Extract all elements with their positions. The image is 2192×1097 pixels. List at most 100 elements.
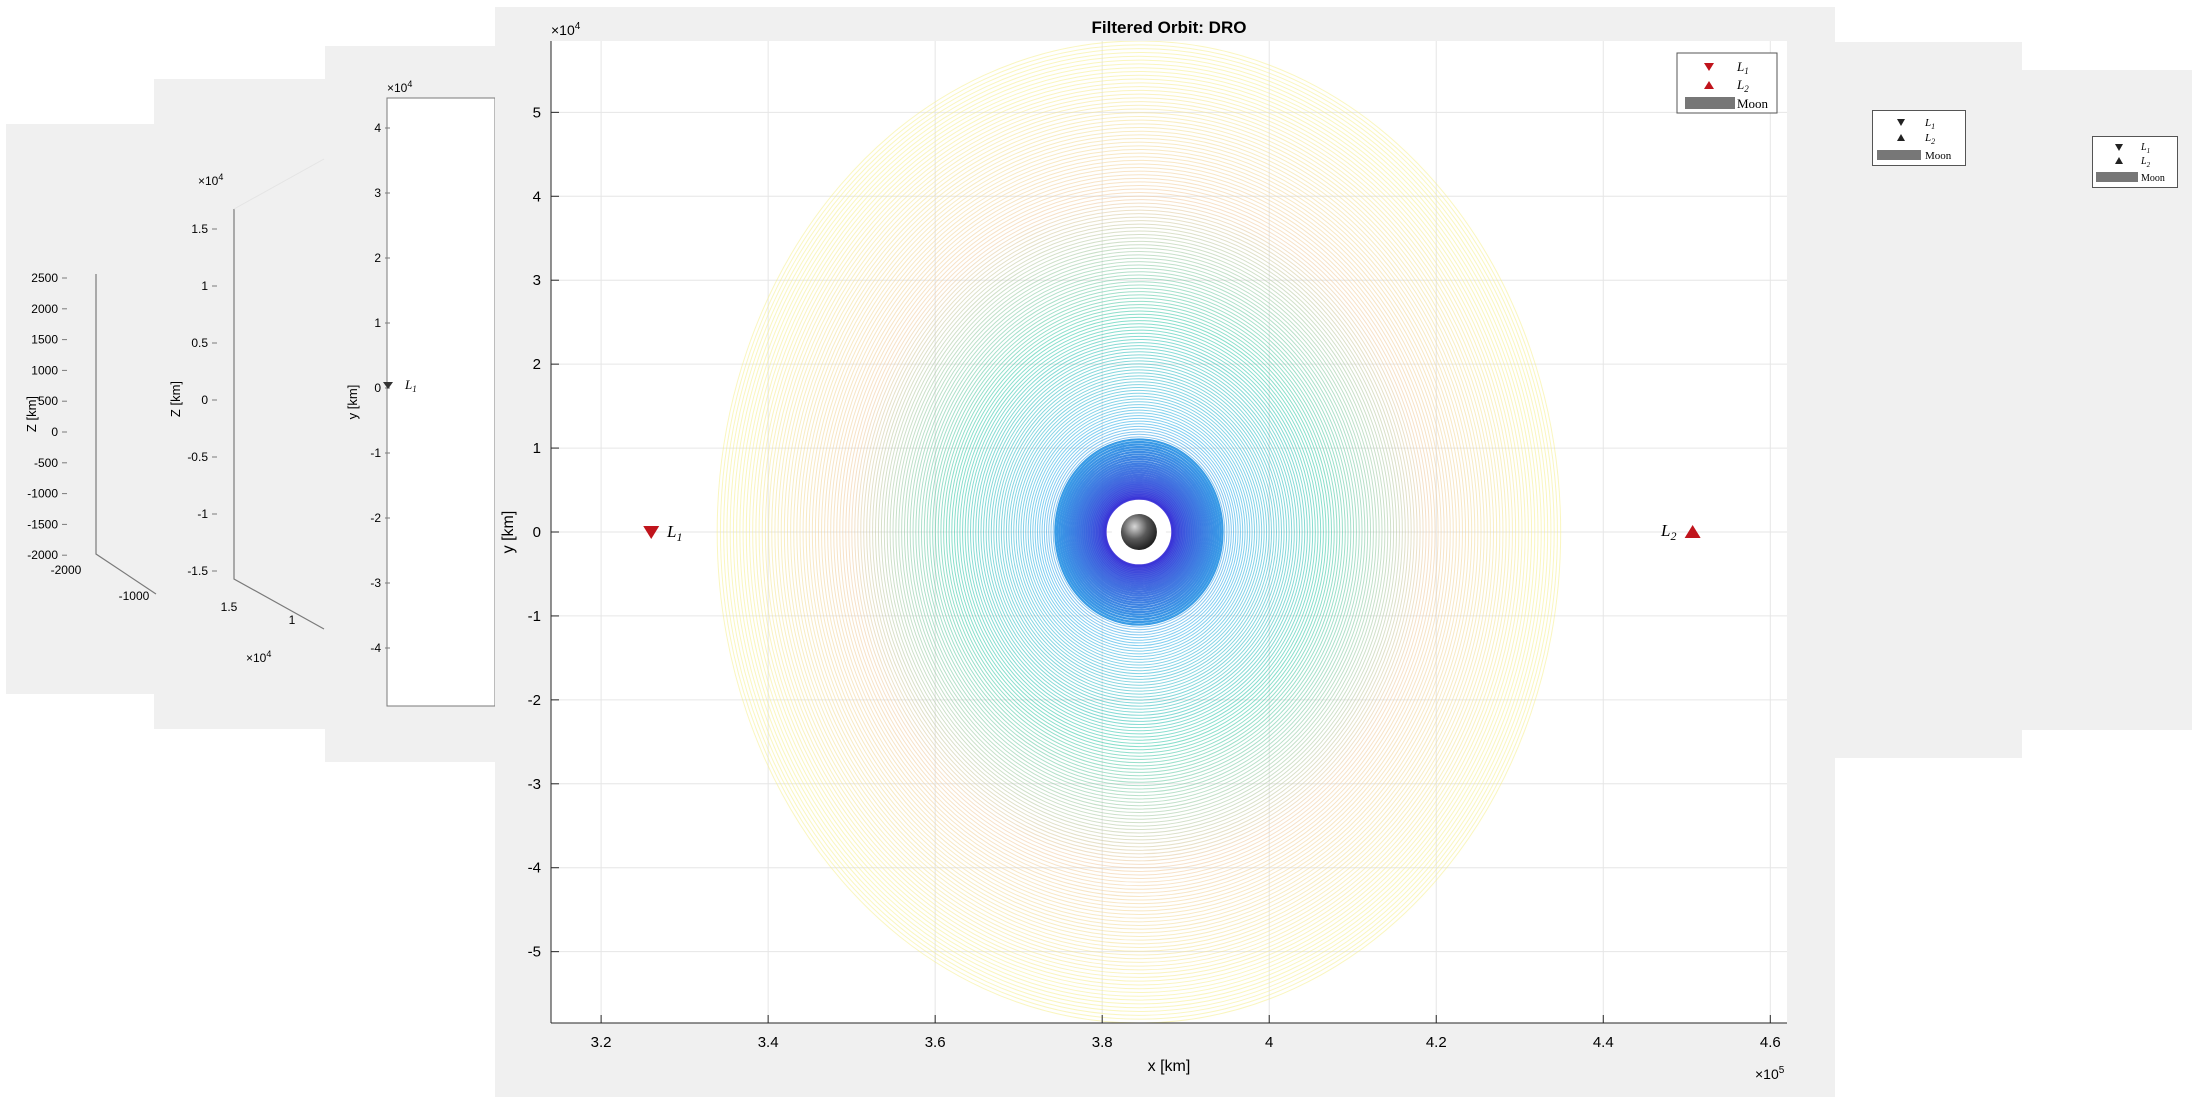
orbit-ellipse [1092,483,1186,581]
y-tick-label: 4 [533,188,541,205]
orbit-ellipse [1027,406,1251,658]
orbit-ellipse [980,351,1298,713]
grid-line [233,158,325,210]
orbit-ellipse [985,357,1293,707]
orbit-ellipse [1097,489,1181,575]
orbit-ellipse [758,89,1520,975]
orbit-ellipse [880,233,1398,831]
orbit-ellipse [1054,438,1224,626]
tick-label: -1.5 [187,564,208,578]
orbit-ellipse [1005,381,1273,683]
orbit-ellipse [771,104,1507,960]
tick-label: -1500 [27,517,58,531]
l1-point-marker [643,526,660,539]
orbit-ellipse [1056,440,1222,624]
orbit-ellipse [1034,415,1244,649]
orbit-ellipse [726,51,1552,1013]
tick-label: 1 [201,279,208,293]
orbit-ellipse [739,67,1539,997]
y-tick-label: 5 [533,104,541,121]
orbit-ellipse [959,326,1319,738]
orbit-ellipse [990,363,1288,701]
y-tick-label: -1 [528,608,541,625]
orbit-ellipse [802,141,1476,923]
orbit-ellipse [869,220,1409,844]
orbit-ellipse [857,206,1421,858]
orbit-ellipse [998,372,1280,692]
orbit-ellipse [1086,475,1192,589]
orbit-ellipse [909,267,1369,797]
l1-legend-label: L1 [2140,142,2150,155]
orbit-ellipse [1018,395,1260,669]
x-tick-label: 3.4 [758,1034,779,1051]
tick-label: 0 [374,381,381,395]
x-tick-label: 4.2 [1426,1034,1447,1051]
moon-sphere [1120,514,1157,550]
orbit-ellipse [833,177,1445,887]
orbit-ellipse [883,237,1395,827]
y-tick-label: -4 [528,860,541,877]
y-exponent-label: ×104 [551,21,581,38]
orbit-ellipse [926,287,1352,777]
orbit-ellipse [934,297,1343,767]
y-axis-label: y [km] [500,511,517,554]
moon-legend-marker [1685,97,1735,109]
orbit-ellipse [719,44,1558,1020]
exponent-label: ×104 [387,79,412,95]
orbit-ellipse [1074,462,1204,602]
orbit-ellipse [940,304,1338,760]
exponent-label: ×104 [246,649,271,665]
orbit-ellipse [875,227,1403,837]
tick-label: -2000 [27,548,58,562]
bottom-tick-label: -2000 [51,563,82,577]
orbit-ellipse [1003,378,1275,686]
legend-content: L1 L2 Moon [1877,117,1952,162]
orbit-ellipse [877,230,1400,834]
orbit-ellipse [1064,450,1214,614]
orbit-ellipse [945,310,1333,754]
orbit-ellipse [821,163,1457,901]
orbit-ellipse [983,354,1295,710]
orbit-ellipse [796,134,1482,930]
tick-label: -0.5 [187,450,208,464]
legend-box-right-1: L1 L2 Moon [1872,110,1966,166]
orbit-ellipse [1020,398,1258,666]
orbit-ellipse [1078,467,1200,597]
y-axis-label: y [km] [345,385,360,420]
y-tick-label: -2 [528,692,541,709]
orbit-ellipse [969,338,1308,726]
orbit-ellipse [988,360,1290,704]
tick-label: -2 [370,511,381,525]
tick-label: 1000 [31,363,58,377]
axis-ticks: 3.2 3.4 3.6 3.8 4 4.2 4.4 4.6 -5 -4 -3 -2 -1 0 1 2 3 4 5 [528,104,1781,1051]
orbit-ellipse [1094,485,1184,579]
orbit-ellipse [780,115,1498,949]
orbit-ellipse [929,291,1349,773]
orbit-ellipse [977,348,1301,716]
orbit-ellipse [1100,492,1178,572]
orbit-ellipse [903,261,1374,803]
l2-legend-marker [1897,134,1905,141]
orbit-ellipse [786,123,1491,941]
orbit-ellipse [892,247,1386,817]
y-tick-label: 3 [533,272,541,289]
tick-label: -1000 [27,487,58,501]
figure-panel-2 [154,79,354,729]
x-tick-label: 3.2 [591,1034,612,1051]
orbit-ellipse [923,284,1355,780]
orbit-ellipse [1025,404,1253,660]
orbit-ellipse [1068,455,1209,609]
orbit-ellipse [1060,445,1218,619]
x-axis-label: x [km] [1148,1058,1191,1075]
orbit-ellipse [1013,389,1265,675]
background-3d-plot-2: ×104 1.5 1 0.5 0 -0.5 -1 -1.5 Z [km] 1.5 1 ×10… [168,158,325,665]
chart-legend: L1 L2 Moon [1676,52,1778,114]
points-layer [643,505,1701,559]
orbit-ellipse [842,188,1436,876]
orbit-ellipse [898,254,1380,810]
orbit-ellipse [1101,494,1177,570]
orbit-ellipse [827,170,1451,894]
l1-label: L1 [404,377,417,394]
orbit-ellipse [790,127,1488,937]
x-tick-label: 3.6 [925,1034,946,1051]
